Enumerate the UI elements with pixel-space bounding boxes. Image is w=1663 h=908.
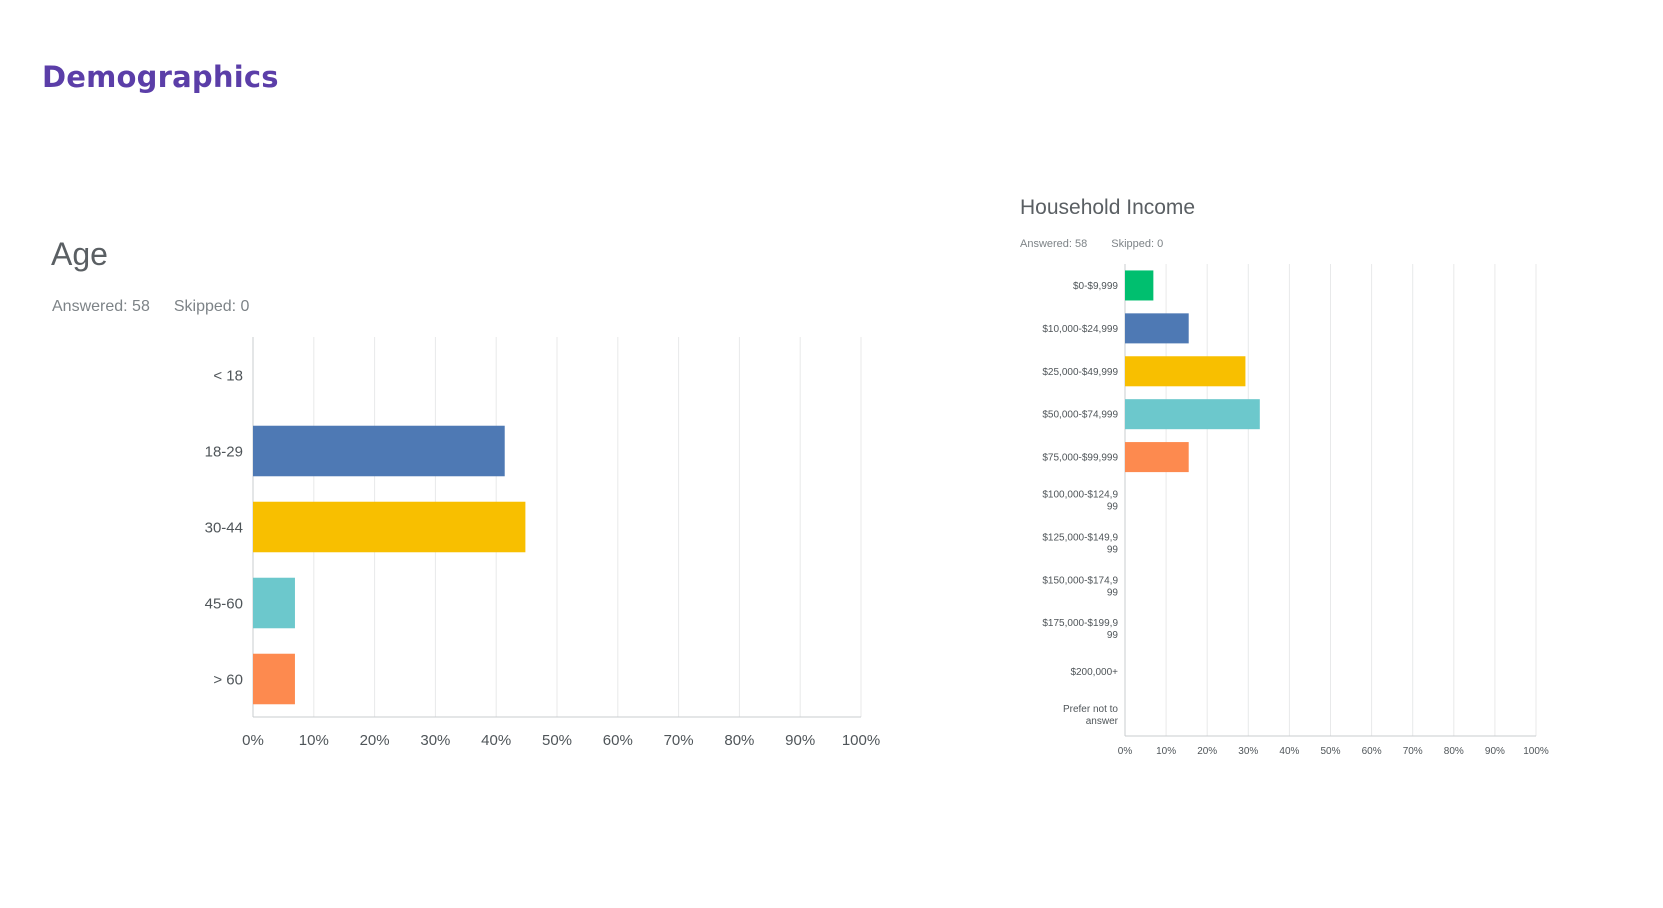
age-bar bbox=[253, 501, 526, 553]
income-x-tick-label: 20% bbox=[1197, 746, 1217, 757]
age-x-tick-label: 40% bbox=[481, 732, 511, 749]
income-skipped-count: Skipped: 0 bbox=[1111, 238, 1164, 250]
income-x-tick-label: 30% bbox=[1238, 746, 1258, 757]
income-category-label: 99 bbox=[1107, 502, 1119, 513]
age-x-tick-label: 30% bbox=[420, 732, 450, 749]
age-x-tick-label: 50% bbox=[542, 732, 572, 749]
income-category-label: 99 bbox=[1107, 544, 1119, 555]
income-x-tick-label: 80% bbox=[1444, 746, 1464, 757]
income-category-label: $150,000-$174,9 bbox=[1042, 575, 1118, 586]
age-category-label: > 60 bbox=[213, 671, 243, 688]
age-bar bbox=[253, 577, 295, 629]
age-response-stats: Answered: 58 Skipped: 0 bbox=[52, 298, 249, 316]
age-category-label: < 18 bbox=[213, 367, 243, 384]
income-bar bbox=[1125, 270, 1154, 301]
income-x-tick-label: 50% bbox=[1320, 746, 1340, 757]
age-x-tick-label: 20% bbox=[360, 732, 390, 749]
age-x-tick-label: 10% bbox=[299, 732, 329, 749]
income-category-label: $200,000+ bbox=[1070, 667, 1118, 678]
age-category-label: 30-44 bbox=[205, 519, 243, 536]
age-x-tick-label: 100% bbox=[842, 732, 880, 749]
income-bar bbox=[1125, 399, 1260, 430]
income-bar bbox=[1125, 442, 1189, 473]
age-answered-count: Answered: 58 bbox=[52, 298, 150, 315]
income-category-label: answer bbox=[1086, 716, 1119, 727]
income-response-stats: Answered: 58 Skipped: 0 bbox=[1020, 238, 1163, 250]
income-chart-title: Household Income bbox=[1020, 196, 1196, 219]
age-x-tick-label: 80% bbox=[724, 732, 754, 749]
age-category-label: 45-60 bbox=[205, 595, 243, 612]
income-x-tick-label: 10% bbox=[1156, 746, 1176, 757]
income-category-label: $25,000-$49,999 bbox=[1042, 367, 1118, 378]
income-answered-count: Answered: 58 bbox=[1020, 238, 1088, 250]
income-bar bbox=[1125, 356, 1246, 387]
income-category-label: $175,000-$199,9 bbox=[1042, 618, 1118, 629]
income-category-label: Prefer not to bbox=[1063, 704, 1118, 715]
income-bar bbox=[1125, 313, 1189, 344]
income-x-tick-label: 60% bbox=[1362, 746, 1382, 757]
age-x-tick-label: 70% bbox=[664, 732, 694, 749]
age-x-tick-label: 0% bbox=[242, 732, 264, 749]
income-category-label: 99 bbox=[1107, 630, 1119, 641]
age-bar bbox=[253, 653, 295, 705]
income-x-tick-label: 70% bbox=[1403, 746, 1423, 757]
age-chart-title: Age bbox=[51, 236, 108, 272]
income-category-label: 99 bbox=[1107, 587, 1119, 598]
income-category-label: $125,000-$149,9 bbox=[1042, 532, 1118, 543]
income-category-label: $50,000-$74,999 bbox=[1042, 410, 1118, 421]
age-skipped-count: Skipped: 0 bbox=[173, 298, 250, 315]
page-title: Demographics bbox=[42, 60, 279, 94]
income-x-tick-label: 100% bbox=[1523, 746, 1549, 757]
income-x-tick-label: 40% bbox=[1279, 746, 1299, 757]
income-category-label: $10,000-$24,999 bbox=[1042, 324, 1118, 335]
age-x-tick-label: 60% bbox=[603, 732, 633, 749]
income-category-label: $100,000-$124,9 bbox=[1042, 490, 1118, 501]
income-x-tick-label: 90% bbox=[1485, 746, 1505, 757]
income-category-label: $75,000-$99,999 bbox=[1042, 453, 1118, 464]
age-bar bbox=[253, 425, 505, 477]
income-category-label: $0-$9,999 bbox=[1073, 281, 1118, 292]
age-category-label: 18-29 bbox=[205, 443, 243, 460]
income-x-tick-label: 0% bbox=[1118, 746, 1133, 757]
age-x-tick-label: 90% bbox=[785, 732, 815, 749]
